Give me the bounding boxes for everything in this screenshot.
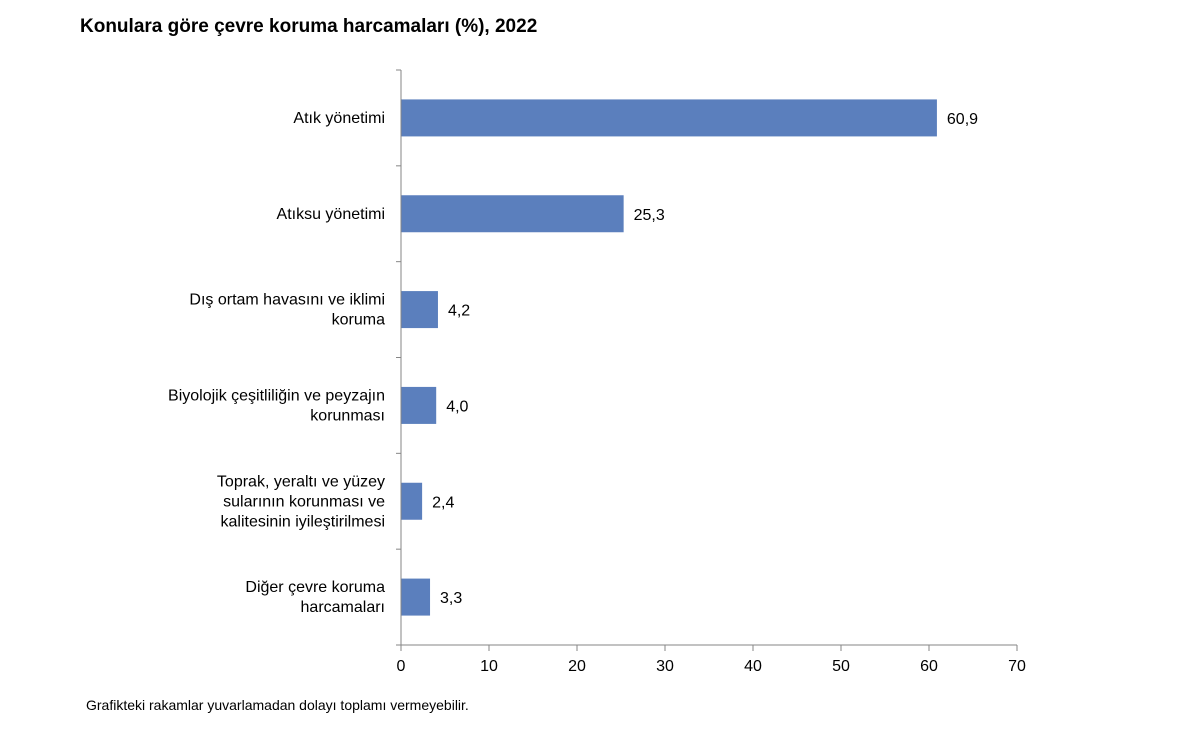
bar-5 [401, 578, 431, 616]
x-tick-label-6: 60 [920, 658, 938, 675]
category-label-1: Atıksu yönetimi [277, 206, 385, 223]
category-label-line: kalitesinin iyileştirilmesi [221, 513, 385, 530]
category-label-4: Toprak, yeraltı ve yüzey sularının korunm… [217, 473, 385, 530]
category-label-0: Atık yönetimi [293, 110, 385, 127]
category-label-line: Diğer çevre koruma [245, 579, 385, 596]
category-label-line: Atıksu yönetimi [277, 206, 385, 223]
x-tick-label-4: 40 [744, 658, 762, 675]
category-label-line: koruma [332, 312, 385, 329]
labels-layer: 60,9 Atık yönetimi 25,3 Atıksu yönetimi 4,2 D… [168, 110, 1026, 675]
category-label-line: Atık yönetimi [293, 110, 385, 127]
x-tick-label-0: 0 [397, 658, 406, 675]
data-label-0: 60,9 [947, 111, 978, 128]
x-tick-label-1: 10 [480, 658, 498, 675]
bar-2 [401, 291, 438, 329]
data-label-2: 4,2 [448, 303, 470, 320]
chart-title: Konulara göre çevre koruma harcamaları (… [80, 16, 538, 37]
category-label-line: harcamaları [301, 599, 385, 616]
category-label-line: korunması [310, 407, 385, 424]
data-label-3: 4,0 [446, 398, 468, 415]
category-label-line: Toprak, yeraltı ve yüzey [217, 473, 385, 490]
category-label-line: sularının korunması ve [223, 493, 385, 510]
category-label-5: Diğer çevre koruma harcamaları [245, 579, 385, 616]
bar-1 [401, 195, 624, 233]
axes-layer [396, 69, 1018, 651]
bars-layer [401, 99, 937, 616]
bar-4 [401, 482, 423, 520]
data-label-1: 25,3 [634, 207, 665, 224]
category-label-line: Biyolojik çeşitliliğin ve peyzajın [168, 387, 385, 404]
footnote: Grafikteki rakamlar yuvarlamadan dolayı … [86, 697, 469, 713]
category-label-2: Dış ortam havasını ve iklimi koruma [189, 292, 385, 329]
category-label-line: Dış ortam havasını ve iklimi [189, 292, 385, 309]
category-label-3: Biyolojik çeşitliliğin ve peyzajın korunm… [168, 387, 385, 424]
x-tick-label-7: 70 [1008, 658, 1026, 675]
bar-3 [401, 386, 437, 424]
x-tick-label-3: 30 [656, 658, 674, 675]
data-label-4: 2,4 [432, 494, 454, 511]
bar-0 [401, 99, 937, 137]
x-tick-label-2: 20 [568, 658, 586, 675]
data-label-5: 3,3 [440, 590, 462, 607]
x-tick-label-5: 50 [832, 658, 850, 675]
